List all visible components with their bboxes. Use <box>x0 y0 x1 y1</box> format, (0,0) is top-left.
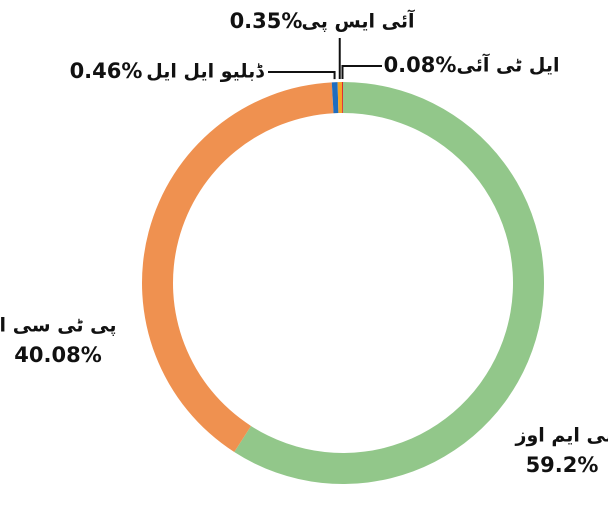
value-label: 0.08% <box>384 53 457 77</box>
value-label: 40.08% <box>14 343 101 367</box>
value-label: 59.2% <box>526 453 599 477</box>
leader-line <box>341 65 382 80</box>
value-label: 0.35% <box>230 9 303 33</box>
donut-slice <box>337 82 343 114</box>
slice-name: ڈبلیو ایل ایل <box>146 61 265 83</box>
donut-slice <box>331 82 339 114</box>
slice-name: آئی ایس پی <box>302 9 415 33</box>
donut-slice <box>142 82 334 453</box>
slice-name: پی ٹی سی ایل <box>0 315 117 337</box>
slice-name: سی ایم اوز <box>515 425 608 447</box>
donut-slice <box>341 82 343 114</box>
leader-line <box>268 71 336 80</box>
value-label: 0.46% <box>70 59 143 83</box>
donut-slice <box>234 82 544 484</box>
slice-name: ایل ٹی آئی <box>456 53 559 77</box>
